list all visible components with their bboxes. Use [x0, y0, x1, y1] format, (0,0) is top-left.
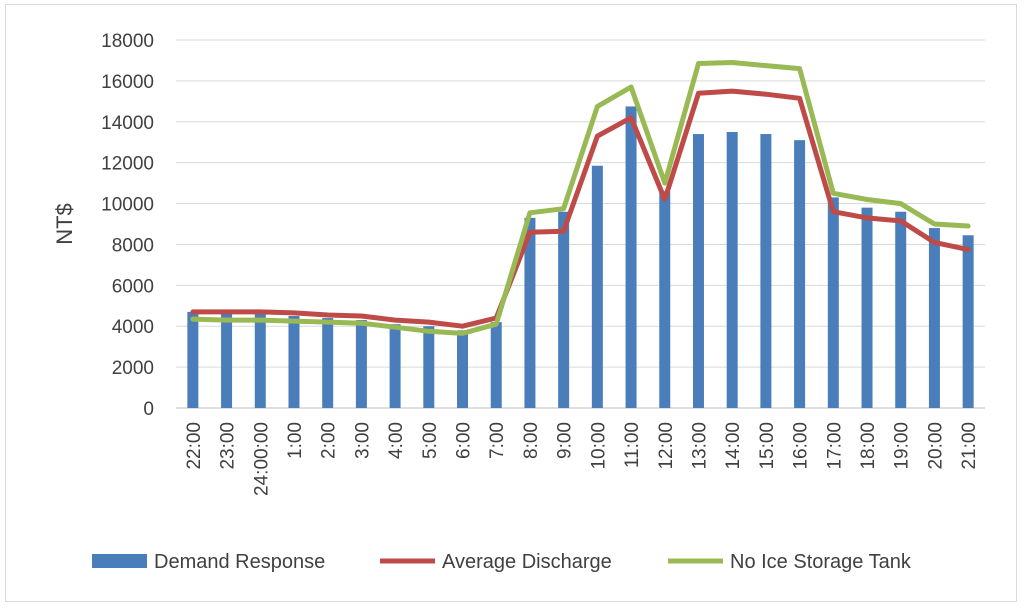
y-tick-label: 6000	[112, 276, 154, 297]
x-tick-label: 22:00	[184, 422, 205, 470]
x-tick-label: 24:00:00	[251, 422, 272, 496]
legend-swatch	[92, 554, 147, 568]
bar	[760, 134, 772, 409]
x-tick-label: 18:00	[858, 422, 879, 470]
x-tick-label: 9:00	[555, 422, 576, 459]
chart-frame	[5, 4, 1017, 602]
x-tick-label: 16:00	[791, 422, 812, 470]
bar	[389, 324, 401, 408]
x-tick-label: 2:00	[319, 422, 340, 459]
x-tick-label: 17:00	[824, 422, 845, 470]
bar	[726, 132, 738, 408]
x-tick-label: 13:00	[689, 422, 710, 470]
y-tick-label: 12000	[101, 154, 154, 175]
x-tick-label: 10:00	[588, 422, 609, 470]
y-tick-label: 8000	[112, 235, 154, 256]
x-tick-label: 6:00	[454, 422, 475, 459]
x-tick-label: 19:00	[892, 422, 913, 470]
y-axis-title: NT$	[52, 203, 77, 245]
x-tick-label: 1:00	[285, 422, 306, 459]
bar	[962, 235, 974, 408]
bar	[895, 211, 907, 408]
legend-label: No Ice Storage Tank	[730, 551, 912, 573]
bar	[423, 326, 435, 408]
x-tick-label: 11:00	[622, 422, 643, 468]
gridlines	[176, 39, 985, 409]
bar	[625, 106, 637, 408]
bar	[827, 197, 839, 408]
legend-label: Demand Response	[154, 551, 325, 573]
x-tick-label: 3:00	[352, 422, 373, 459]
bar	[591, 165, 603, 408]
x-tick-label: 4:00	[386, 422, 407, 459]
y-tick-label: 2000	[112, 358, 154, 379]
y-tick-label: 4000	[112, 317, 154, 338]
bar	[355, 320, 367, 408]
bar	[558, 211, 570, 408]
bar	[254, 313, 266, 408]
x-tick-label: 20:00	[925, 422, 946, 470]
x-tick-label: 21:00	[959, 422, 980, 470]
bar-series	[187, 106, 974, 409]
bar	[221, 312, 233, 408]
legend: Demand Response Average Discharge No Ice S…	[92, 551, 912, 573]
x-axis-ticks: 22:00 23:00 24:00:00 1:00 2:00 3:00 4:00 5:00 6:…	[184, 422, 980, 496]
bar	[457, 330, 469, 408]
bar	[288, 316, 300, 408]
y-tick-label: 16000	[101, 72, 154, 93]
x-tick-label: 23:00	[218, 422, 239, 470]
x-tick-label: 12:00	[656, 422, 677, 470]
bar	[692, 134, 704, 409]
y-tick-label: 10000	[101, 195, 154, 216]
bar	[187, 311, 199, 408]
bar	[524, 217, 536, 408]
x-tick-label: 8:00	[521, 422, 542, 459]
bar	[659, 191, 671, 408]
x-tick-label: 14:00	[723, 422, 744, 470]
y-tick-label: 0	[143, 399, 154, 420]
bar	[861, 207, 873, 408]
bar	[322, 318, 334, 408]
bar	[490, 322, 502, 408]
bar	[794, 140, 806, 408]
bar	[928, 228, 940, 408]
legend-label: Average Discharge	[442, 551, 612, 573]
series-line	[190, 60, 971, 336]
series-line	[190, 88, 971, 329]
x-tick-label: 7:00	[487, 422, 508, 459]
y-tick-label: 18000	[101, 31, 154, 52]
y-tick-label: 14000	[101, 113, 154, 134]
x-tick-label: 15:00	[757, 422, 778, 470]
y-axis-ticks: 0 2000 4000 6000 8000 10000 12000 14000 16000 180…	[101, 31, 154, 420]
line-series	[190, 60, 971, 336]
x-tick-label: 5:00	[420, 422, 441, 459]
